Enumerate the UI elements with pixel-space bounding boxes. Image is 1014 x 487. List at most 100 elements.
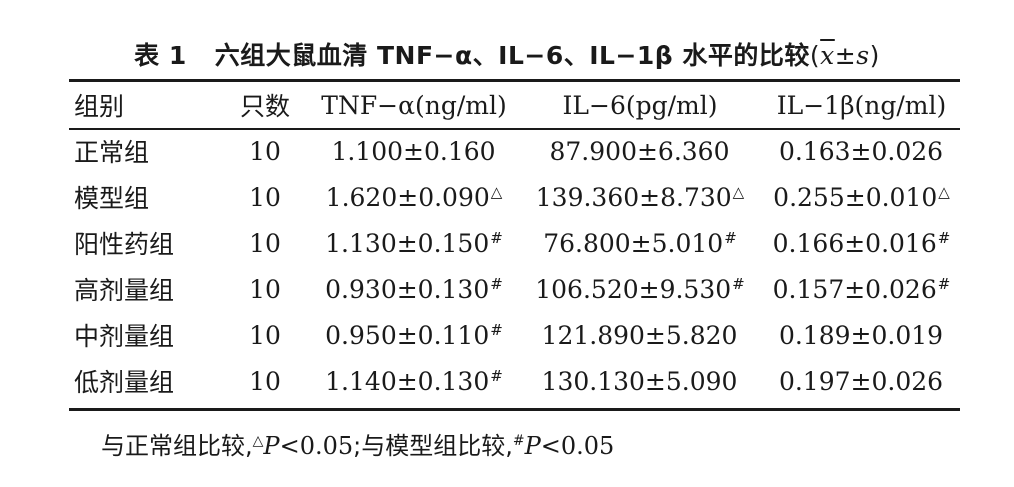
- significance-mark: #: [490, 274, 503, 293]
- header-rule: [69, 128, 960, 130]
- cell-il1b-value: 0.197±0.026: [778, 366, 944, 396]
- cell-il1b: 0.157±0.026#: [758, 266, 965, 312]
- cell-il1b-value: 0.189±0.019: [778, 320, 944, 350]
- cell-il6-value: 121.890±5.820: [541, 320, 738, 350]
- top-rule: [69, 79, 960, 82]
- cell-il6: 106.520±9.530#: [522, 266, 758, 312]
- cell-il1b: 0.255±0.010△: [758, 174, 965, 220]
- cell-count-value: 10: [249, 136, 281, 166]
- mean-symbol: x: [820, 41, 835, 70]
- cell-tnf-value: 1.100±0.160: [331, 136, 496, 166]
- pm-symbol: ±: [834, 41, 857, 70]
- cell-group: 正常组: [69, 128, 224, 174]
- cell-group: 低剂量组: [69, 358, 224, 404]
- cell-il6: 139.360±8.730△: [522, 174, 758, 220]
- cell-il1b-value: 0.163±0.026: [778, 136, 944, 166]
- cell-count: 10: [224, 174, 306, 220]
- significance-mark: #: [937, 228, 951, 247]
- cell-count-value: 10: [249, 228, 281, 258]
- cell-il6-value: 87.900±6.360: [549, 136, 730, 166]
- cell-count: 10: [224, 266, 306, 312]
- results-table: 组别 只数 TNF−α(ng/ml) IL−6(pg/ml) IL−1β(ng/…: [69, 82, 965, 404]
- cell-il1b: 0.163±0.026: [758, 128, 965, 174]
- footnote-part1: 与正常组比较,: [101, 432, 253, 460]
- cell-il6: 130.130±5.090: [522, 358, 758, 404]
- cell-tnf-value: 0.930±0.130: [325, 274, 490, 304]
- table-row: 模型组 10 1.620±0.090△ 139.360±8.730△ 0.255±0.0…: [69, 174, 965, 220]
- cell-tnf: 1.100±0.160: [306, 128, 522, 174]
- cell-il1b-value: 0.255±0.010: [773, 182, 938, 212]
- cell-count: 10: [224, 128, 306, 174]
- cell-group-value: 模型组: [74, 184, 150, 213]
- cell-group-value: 正常组: [74, 138, 150, 167]
- cell-tnf-value: 1.140±0.130: [325, 366, 490, 396]
- header-group: 组别: [74, 92, 125, 121]
- cell-count: 10: [224, 312, 306, 358]
- cell-il6: 121.890±5.820: [522, 312, 758, 358]
- header-il1b: IL−1β(ng/ml): [776, 90, 947, 120]
- header-il6: IL−6(pg/ml): [562, 90, 718, 120]
- cell-il1b-value: 0.157±0.026: [772, 274, 937, 304]
- significance-mark: #: [937, 274, 951, 293]
- table-title: 六组大鼠血清 TNF−α、IL−6、IL−1β 水平的比较: [214, 41, 810, 70]
- footnote-sep: ;与模型组比较,: [353, 432, 513, 460]
- cell-il6-value: 76.800±5.010: [543, 228, 724, 258]
- table-row: 正常组 10 1.100±0.160 87.900±6.360 0.163±0.026: [69, 128, 965, 174]
- cell-group-value: 阳性药组: [74, 230, 175, 259]
- cell-count: 10: [224, 220, 306, 266]
- cell-group: 中剂量组: [69, 312, 224, 358]
- cell-tnf: 1.130±0.150#: [306, 220, 522, 266]
- header-count: 只数: [239, 92, 290, 121]
- cell-il6-value: 106.520±9.530: [535, 274, 732, 304]
- cell-group: 高剂量组: [69, 266, 224, 312]
- table-number: 表 1: [134, 41, 187, 70]
- cell-count-value: 10: [249, 182, 281, 212]
- cell-group: 模型组: [69, 174, 224, 220]
- cell-count-value: 10: [249, 274, 281, 304]
- triangle-mark: △: [252, 433, 264, 449]
- cell-count-value: 10: [249, 320, 281, 350]
- cell-group-value: 高剂量组: [74, 276, 175, 305]
- sd-symbol: s: [856, 41, 870, 70]
- cell-il1b: 0.189±0.019: [758, 312, 965, 358]
- cell-il6: 76.800±5.010#: [522, 220, 758, 266]
- bottom-rule: [69, 408, 960, 411]
- cell-il6: 87.900±6.360: [522, 128, 758, 174]
- cell-tnf: 1.140±0.130#: [306, 358, 522, 404]
- significance-mark: △: [938, 182, 950, 201]
- cell-count: 10: [224, 358, 306, 404]
- cell-group-value: 低剂量组: [74, 368, 175, 397]
- caption-paren-close: ): [869, 41, 880, 70]
- cell-il1b: 0.197±0.026: [758, 358, 965, 404]
- cell-tnf-value: 1.130±0.150: [325, 228, 490, 258]
- cell-tnf-value: 0.950±0.110: [325, 320, 490, 350]
- cell-il6-value: 130.130±5.090: [541, 366, 738, 396]
- cell-tnf: 0.950±0.110#: [306, 312, 522, 358]
- hash-mark: #: [512, 433, 525, 449]
- significance-mark: #: [490, 320, 503, 339]
- cell-il1b: 0.166±0.016#: [758, 220, 965, 266]
- cell-tnf: 0.930±0.130#: [306, 266, 522, 312]
- significance-mark: #: [732, 274, 745, 293]
- caption-paren-open: (: [809, 41, 821, 70]
- table-row: 中剂量组 10 0.950±0.110# 121.890±5.820 0.189±0.0…: [69, 312, 965, 358]
- cell-tnf-value: 1.620±0.090: [325, 182, 490, 212]
- header-tnf: TNF−α(ng/ml): [321, 90, 507, 120]
- table-caption: 表 1 六组大鼠血清 TNF−α、IL−6、IL−1β 水平的比较(x±s): [0, 36, 1014, 72]
- significance-mark: △: [490, 182, 503, 201]
- significance-mark: △: [732, 182, 745, 201]
- table-row: 低剂量组 10 1.140±0.130# 130.130±5.090 0.197±0.0…: [69, 358, 965, 404]
- footnote-p2: P: [524, 432, 541, 460]
- cell-tnf: 1.620±0.090△: [306, 174, 522, 220]
- cell-count-value: 10: [249, 366, 281, 396]
- cell-group-value: 中剂量组: [74, 322, 175, 351]
- table-footnote: 与正常组比较,△P<0.05;与模型组比较,#P<0.05: [101, 426, 614, 461]
- table-row: 阳性药组 10 1.130±0.150# 76.800±5.010# 0.166±0.0…: [69, 220, 965, 266]
- cell-il6-value: 139.360±8.730: [535, 182, 732, 212]
- significance-mark: #: [490, 366, 503, 385]
- footnote-val1: <0.05: [279, 432, 354, 460]
- table-row: 高剂量组 10 0.930±0.130# 106.520±9.530# 0.157±0.…: [69, 266, 965, 312]
- header-row: 组别 只数 TNF−α(ng/ml) IL−6(pg/ml) IL−1β(ng/…: [69, 82, 965, 128]
- significance-mark: #: [490, 228, 503, 247]
- cell-il1b-value: 0.166±0.016: [772, 228, 937, 258]
